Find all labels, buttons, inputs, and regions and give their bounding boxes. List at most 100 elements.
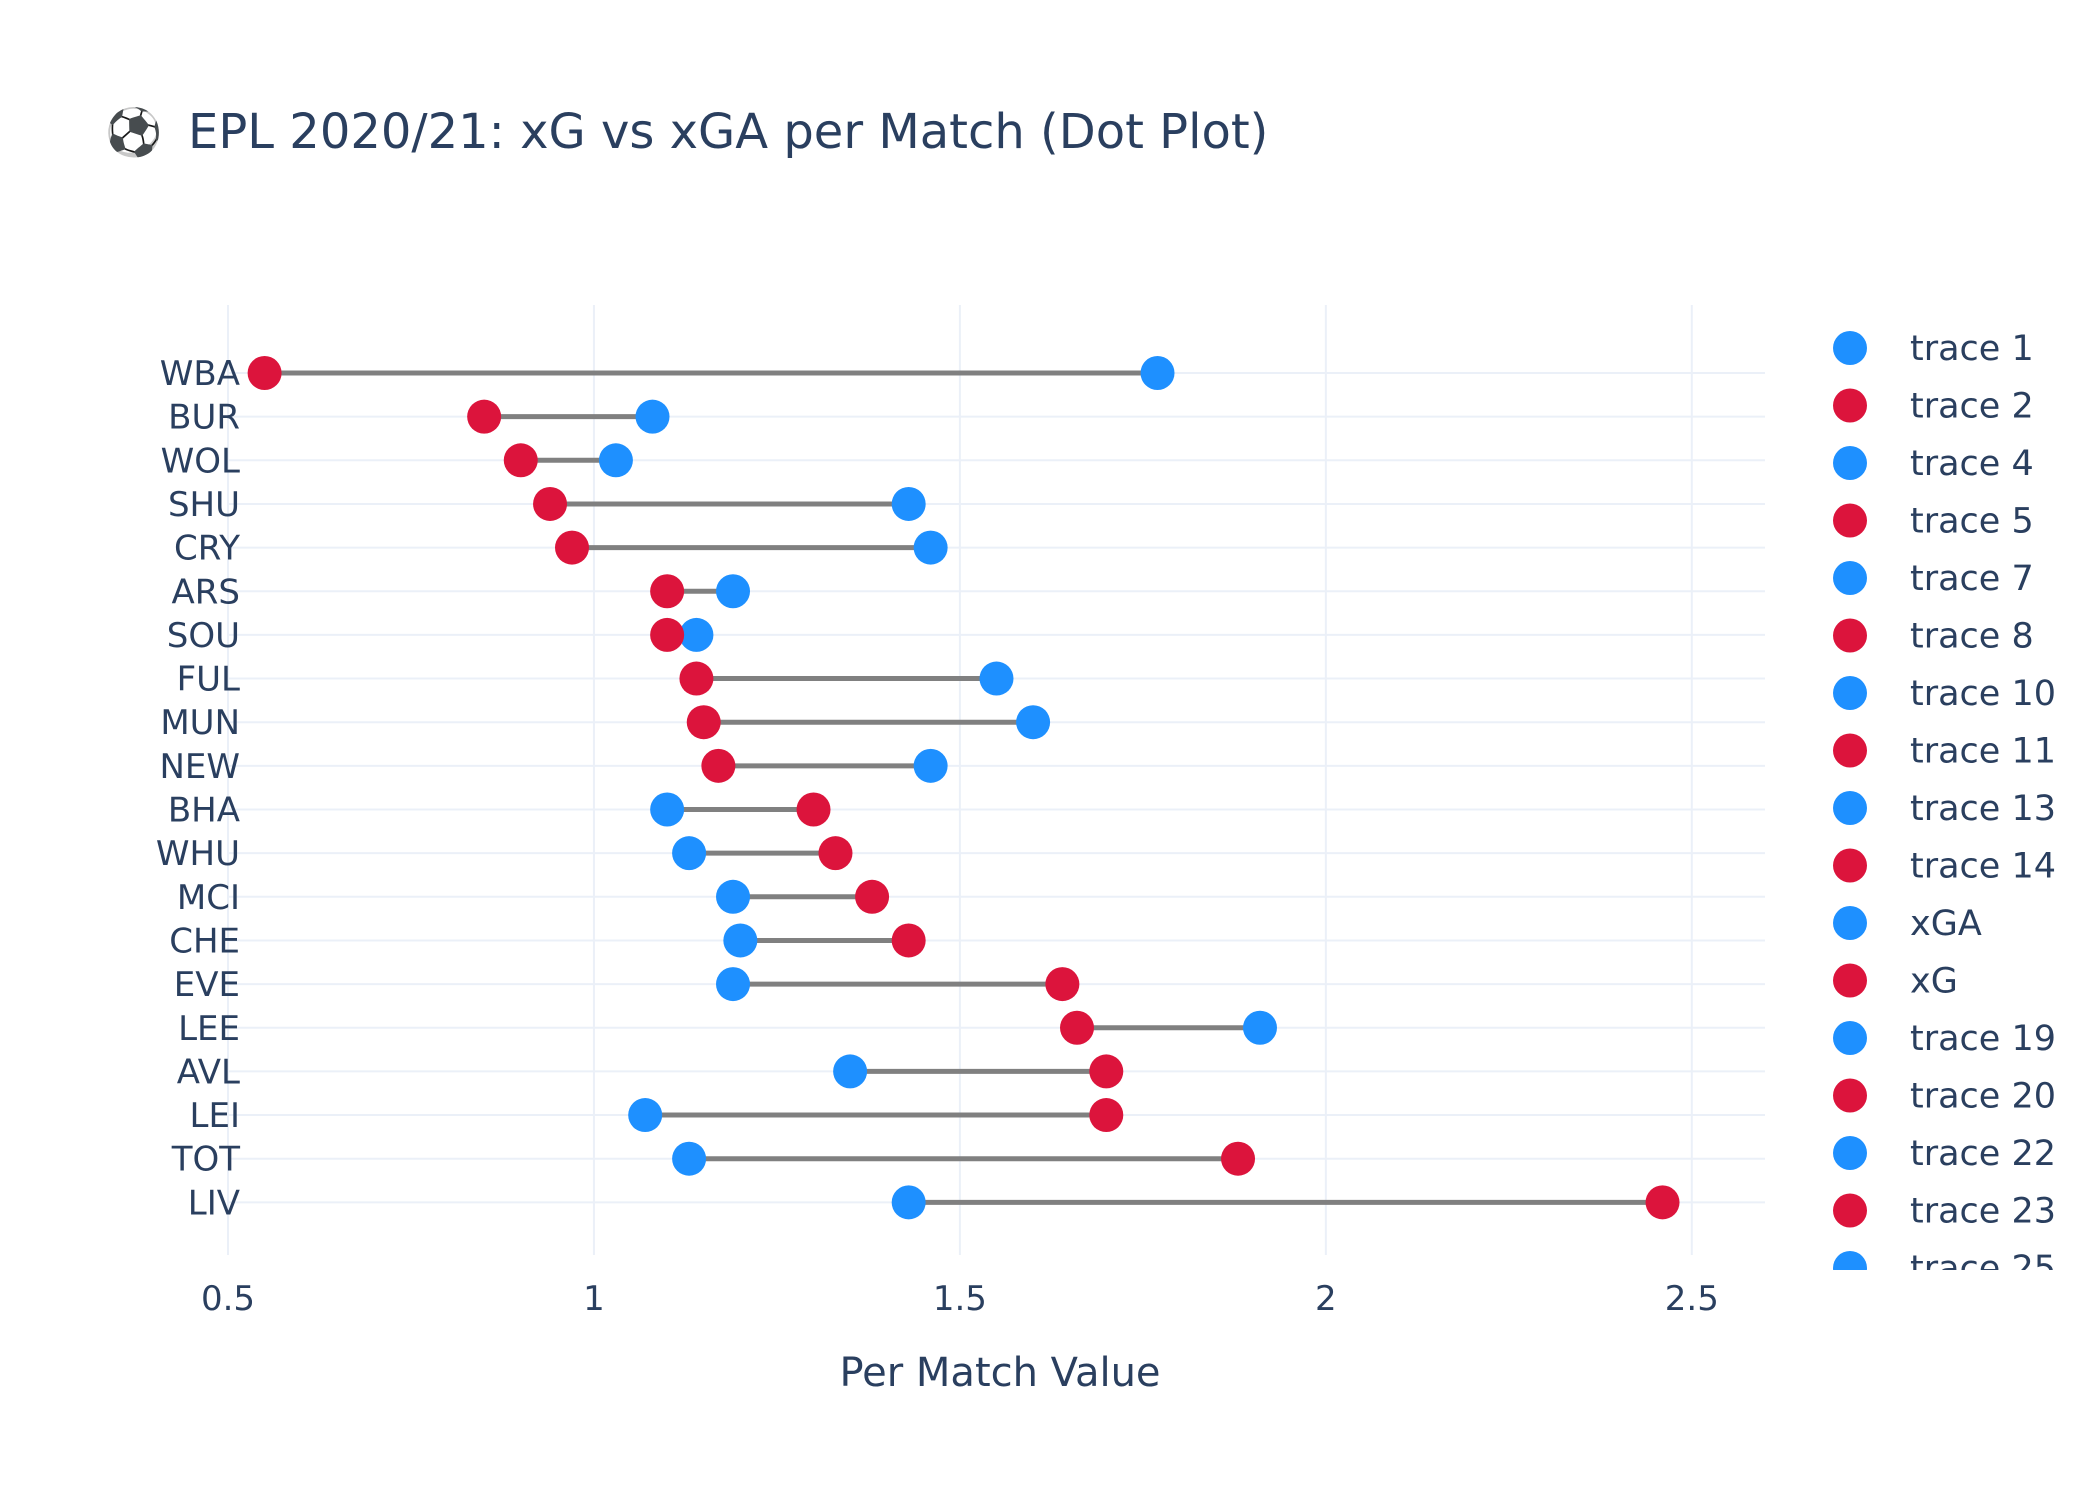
legend-item[interactable]: trace 11 [1833, 732, 2056, 772]
category-label-shu: SHU [168, 485, 240, 525]
legend-item[interactable]: trace 14 [1833, 847, 2056, 887]
xga-point-bur[interactable] [635, 399, 670, 434]
category-label-cry: CRY [174, 529, 240, 569]
xga-point-wol[interactable] [598, 443, 633, 478]
xga-point-lee[interactable] [1242, 1010, 1277, 1045]
legend-label: trace 2 [1910, 387, 2034, 427]
x-tick-label: 2.5 [1665, 1279, 1719, 1319]
legend-label: trace 25 [1910, 1249, 2056, 1289]
x-tick-label: 1 [583, 1279, 605, 1319]
legend-label: trace 14 [1910, 847, 2056, 887]
xg-point-ful[interactable] [679, 661, 714, 696]
legend-item[interactable]: trace 4 [1833, 444, 2034, 484]
legend-label: trace 1 [1910, 329, 2034, 369]
legend-item[interactable]: trace 7 [1833, 559, 2034, 599]
xga-point-wba[interactable] [1140, 356, 1175, 390]
category-label-ful: FUL [177, 660, 240, 700]
xga-point-avl[interactable] [833, 1054, 868, 1089]
legend-item[interactable]: xG [1833, 962, 1958, 1002]
xg-point-bha[interactable] [796, 792, 831, 827]
legend-item[interactable]: trace 1 [1833, 329, 2034, 369]
x-tick-label: 2 [1315, 1279, 1337, 1319]
category-label-che: CHE [169, 921, 240, 961]
legend-label: trace 13 [1910, 789, 2056, 829]
xg-point-lei[interactable] [1089, 1098, 1124, 1133]
xga-point-ars[interactable] [716, 574, 751, 609]
legend-item[interactable]: trace 22 [1833, 1134, 2056, 1174]
legend-marker [1833, 848, 1867, 883]
xga-point-ful[interactable] [979, 661, 1014, 696]
xg-point-mun[interactable] [686, 705, 721, 740]
legend-marker [1833, 331, 1867, 365]
xg-point-shu[interactable] [533, 486, 568, 521]
legend-marker [1833, 561, 1867, 595]
xga-point-che[interactable] [723, 923, 758, 958]
legend-marker [1833, 388, 1867, 423]
legend-marker [1833, 1193, 1867, 1228]
legend-label: trace 5 [1910, 502, 2034, 542]
xg-point-cry[interactable] [554, 530, 589, 565]
xg-point-sou[interactable] [650, 617, 685, 652]
legend-item[interactable]: xGA [1833, 904, 1982, 944]
category-label-whu: WHU [156, 834, 240, 874]
xga-point-eve[interactable] [716, 967, 751, 1002]
xg-point-wba[interactable] [247, 356, 282, 390]
legend-marker [1833, 906, 1867, 940]
xga-point-lei[interactable] [628, 1098, 663, 1133]
legend-item[interactable]: trace 8 [1833, 617, 2034, 657]
xg-point-mci[interactable] [855, 879, 890, 914]
point-layer [247, 356, 1680, 1220]
legend-item[interactable]: trace 19 [1833, 1019, 2056, 1059]
legend[interactable]: trace 1 trace 2 trace 4 trace 5 trace 7 trace… [1833, 329, 2056, 1289]
xga-point-tot[interactable] [672, 1141, 707, 1176]
xg-point-eve[interactable] [1045, 967, 1080, 1002]
xga-point-whu[interactable] [672, 836, 707, 871]
x-tick-label: 1.5 [933, 1279, 987, 1319]
xg-point-new[interactable] [701, 748, 736, 783]
legend-item[interactable]: trace 25 [1833, 1249, 2056, 1289]
xg-point-ars[interactable] [650, 574, 685, 609]
category-label-avl: AVL [177, 1052, 240, 1092]
xga-point-mun[interactable] [1016, 705, 1051, 740]
xga-point-cry[interactable] [913, 530, 948, 565]
legend-item[interactable]: trace 23 [1833, 1192, 2056, 1232]
category-label-eve: EVE [174, 965, 240, 1005]
xg-point-wol[interactable] [503, 443, 538, 478]
xg-point-che[interactable] [891, 923, 926, 958]
category-label-tot: TOT [171, 1140, 241, 1180]
xg-point-lee[interactable] [1060, 1010, 1095, 1045]
xg-point-avl[interactable] [1089, 1054, 1124, 1089]
xga-point-bha[interactable] [650, 792, 685, 827]
xga-point-liv[interactable] [891, 1185, 926, 1220]
legend-item[interactable]: trace 13 [1833, 789, 2056, 829]
axis-layer: 0.5 1 1.5 2 2.5 WBABURWOLSHUCRYARSSOUFULMUNNE… [156, 354, 1719, 1319]
legend-item[interactable]: trace 10 [1833, 674, 2056, 714]
xga-point-mci[interactable] [716, 879, 751, 914]
category-label-bur: BUR [168, 398, 240, 438]
xg-point-whu[interactable] [818, 836, 853, 871]
xg-point-tot[interactable] [1221, 1141, 1256, 1176]
legend-marker [1833, 618, 1867, 653]
xg-point-liv[interactable] [1645, 1185, 1680, 1220]
legend-marker [1833, 1021, 1867, 1055]
legend-marker [1833, 446, 1867, 480]
category-label-mci: MCI [177, 878, 240, 918]
category-label-lee: LEE [178, 1009, 240, 1049]
category-label-new: NEW [159, 747, 240, 787]
legend-label: trace 20 [1910, 1077, 2056, 1117]
legend-marker [1833, 791, 1867, 825]
legend-item[interactable]: trace 20 [1833, 1077, 2056, 1117]
xga-point-sou[interactable] [679, 617, 714, 652]
xga-point-new[interactable] [913, 748, 948, 783]
category-label-lei: LEI [190, 1096, 240, 1136]
legend-item[interactable]: trace 2 [1833, 387, 2034, 427]
legend-label: trace 23 [1910, 1192, 2056, 1232]
category-label-wba: WBA [160, 354, 240, 394]
xga-point-shu[interactable] [891, 486, 926, 521]
xg-point-bur[interactable] [467, 399, 502, 434]
legend-label: xG [1910, 962, 1958, 1002]
legend-item[interactable]: trace 5 [1833, 502, 2034, 542]
legend-items: trace 1 trace 2 trace 4 trace 5 trace 7 trace… [1833, 329, 2056, 1289]
legend-label: trace 7 [1910, 559, 2034, 599]
